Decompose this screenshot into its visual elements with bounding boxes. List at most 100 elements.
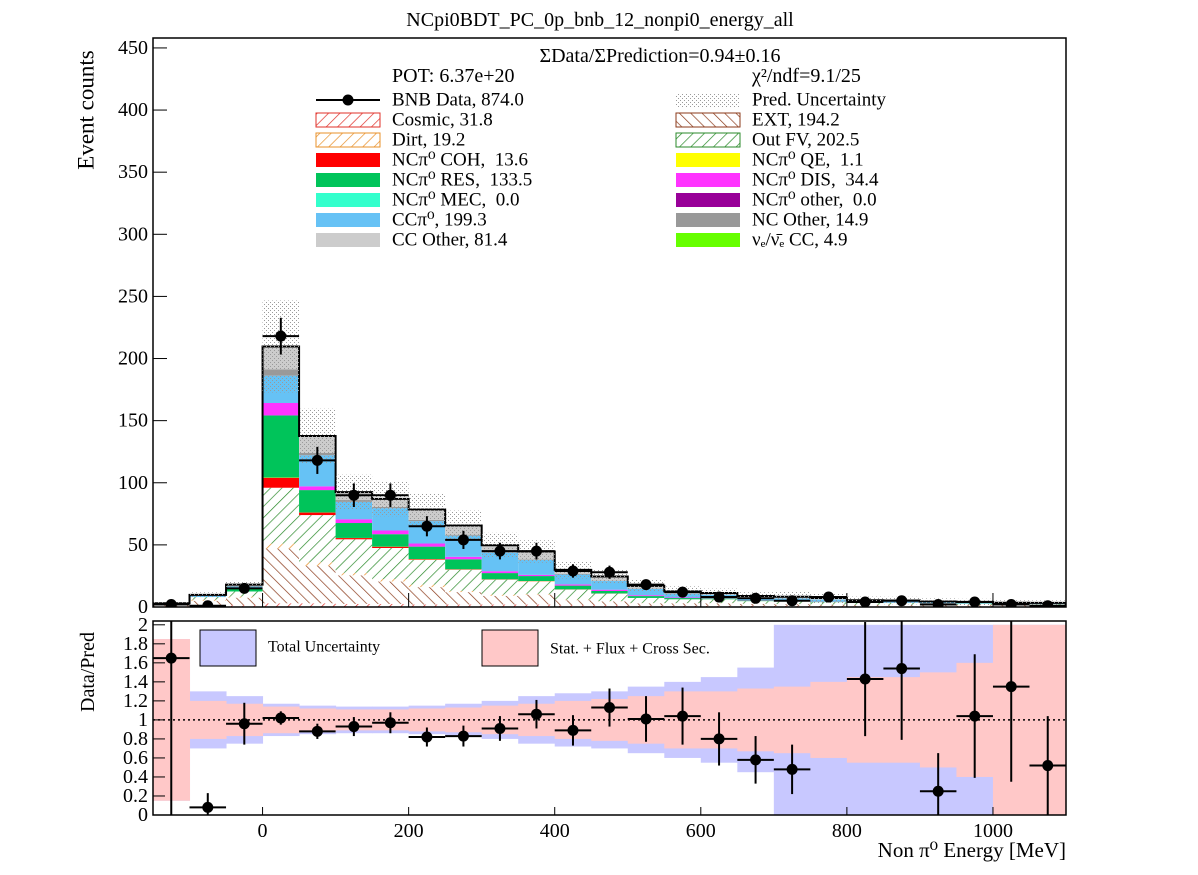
stack-segment xyxy=(591,593,628,602)
legend-label: NCπ⁰ DIS, 34.4 xyxy=(752,170,879,191)
ratio-plot xyxy=(153,621,1066,815)
data-point xyxy=(969,596,981,607)
legend-label: Pred. Uncertainty xyxy=(752,90,887,111)
legend-label: NCπ⁰ COH, 13.6 xyxy=(392,150,528,171)
stack-segment xyxy=(372,579,409,582)
ratio-point xyxy=(1042,760,1054,772)
ratio-point xyxy=(530,708,542,720)
ratio-point xyxy=(896,663,908,675)
stack-segment xyxy=(591,590,628,594)
data-point xyxy=(457,534,469,546)
y-tick-label: 0 xyxy=(138,804,148,826)
legend-label: Dirt, 19.2 xyxy=(392,130,465,151)
ratio-point xyxy=(859,673,871,685)
ratio-point xyxy=(457,730,469,742)
legend-label: EXT, 194.2 xyxy=(752,110,840,131)
stack-segment xyxy=(262,477,300,488)
stack-segment xyxy=(226,605,263,607)
legend-swatch xyxy=(676,213,740,227)
stack-segment xyxy=(299,603,336,607)
stack-segment xyxy=(591,581,628,590)
stack-segment xyxy=(299,515,336,563)
ratio-point xyxy=(1005,681,1017,693)
stack-segment xyxy=(335,538,373,540)
data-point xyxy=(348,489,360,501)
x-tick-label: 1000 xyxy=(973,820,1013,842)
data-point xyxy=(823,591,835,603)
stack-segment xyxy=(627,603,665,606)
data-point xyxy=(1005,599,1017,607)
legend-swatch xyxy=(316,213,380,227)
stack-segment xyxy=(664,599,701,604)
ratio-point xyxy=(677,710,689,722)
stack-segment xyxy=(335,603,373,607)
stack-segment xyxy=(372,534,409,547)
stack-segment xyxy=(481,573,519,580)
stack-segment xyxy=(700,603,738,606)
stack-segment xyxy=(408,604,446,607)
ratio-point xyxy=(494,722,506,734)
stack-segment xyxy=(262,548,300,604)
legend-swatch xyxy=(316,193,380,207)
stack-segment xyxy=(408,584,446,588)
legend-label: NCπ⁰ QE, 1.1 xyxy=(752,150,864,171)
stack-segment xyxy=(408,559,446,560)
data-point xyxy=(494,545,506,557)
legend-label: NC Other, 14.9 xyxy=(752,210,868,231)
y-tick-label: 0 xyxy=(138,596,148,618)
uncertainty-band xyxy=(189,592,227,598)
stack-segment xyxy=(262,543,300,549)
stack-segment xyxy=(518,581,555,594)
y-tick-label: 1.4 xyxy=(123,671,148,693)
stack-segment xyxy=(591,589,628,591)
legend-label: BNB Data, 874.0 xyxy=(392,90,524,111)
stack-segment xyxy=(372,603,409,607)
chart-title: NCpi0BDT_PC_0p_bnb_12_nonpi0_energy_all xyxy=(406,9,794,31)
legend-swatch xyxy=(675,112,741,128)
data-point xyxy=(165,599,177,607)
stack-segment xyxy=(226,596,263,598)
uncertainty-band xyxy=(408,708,446,732)
stack-segment xyxy=(408,587,446,605)
stack-segment xyxy=(481,579,519,595)
stack-segment xyxy=(737,603,774,606)
ratio-point xyxy=(348,721,360,733)
y-axis-label: Data/Pred xyxy=(77,632,99,712)
ratio-point xyxy=(750,754,762,766)
legend-label: NCπ⁰ other, 0.0 xyxy=(752,190,877,211)
stack-segment xyxy=(810,602,847,605)
stack-segment xyxy=(518,594,555,605)
y-tick-label: 0.2 xyxy=(123,785,148,807)
stack-segment xyxy=(481,571,519,574)
data-point xyxy=(750,592,762,604)
stack-segment xyxy=(299,490,336,513)
stack-segment xyxy=(481,595,519,605)
ratio-point xyxy=(786,763,798,775)
stack-segment xyxy=(299,512,336,516)
stack-segment xyxy=(554,599,592,601)
stack-segment xyxy=(518,574,555,577)
stack-segment xyxy=(445,590,482,593)
pot: POT: 6.37e+20 xyxy=(392,65,515,87)
ratio-point xyxy=(384,717,396,729)
ratio-point xyxy=(932,785,944,797)
stack-segment xyxy=(335,575,373,604)
stack-segment xyxy=(445,559,482,570)
legend-label: Out FV, 202.5 xyxy=(752,130,859,151)
stack-segment xyxy=(518,559,555,575)
y-tick-label: 200 xyxy=(118,348,148,370)
legend-swatch xyxy=(676,233,740,247)
y-tick-label: 150 xyxy=(118,410,148,432)
stack-segment xyxy=(408,546,446,560)
y-tick-label: 0.6 xyxy=(123,747,148,769)
y-tick-label: 250 xyxy=(118,285,148,307)
stack-segment xyxy=(481,604,519,607)
stack-segment xyxy=(189,597,227,600)
stack-segment xyxy=(518,576,555,582)
y-tick-label: 0.4 xyxy=(123,766,148,788)
data-point xyxy=(677,586,689,598)
stack-segment xyxy=(226,597,263,606)
stack-segment xyxy=(299,486,336,491)
stack-segment xyxy=(518,604,555,607)
